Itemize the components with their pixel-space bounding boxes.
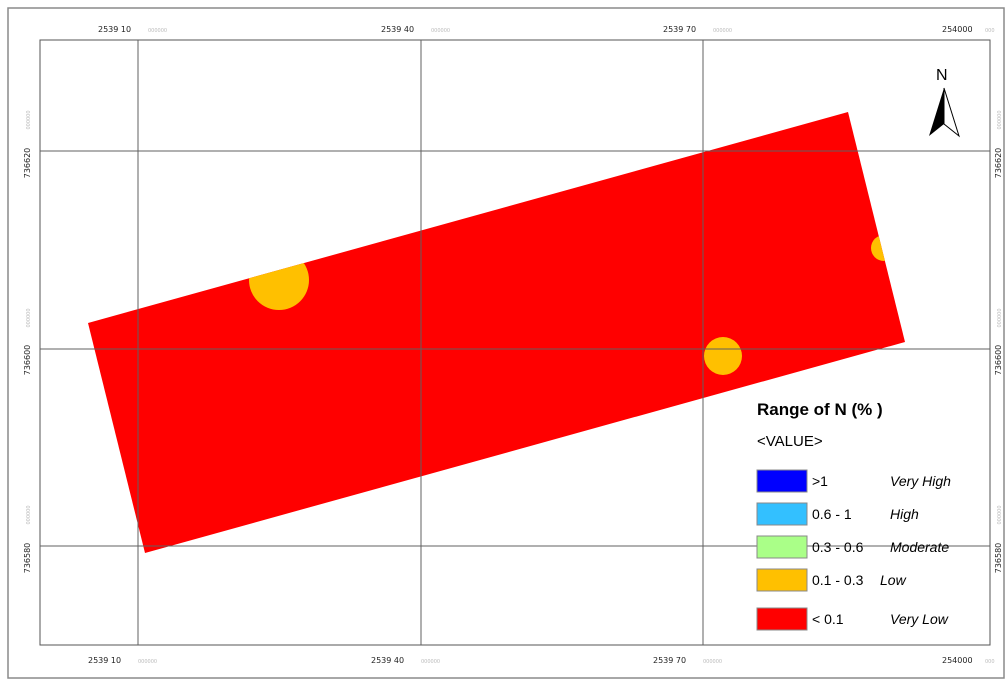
legend-range: 0.3 - 0.6 xyxy=(812,539,864,555)
legend-swatch xyxy=(756,535,808,559)
legend-swatch xyxy=(756,607,808,631)
grid-label-left: 736620 xyxy=(23,148,32,179)
grid-label-right: 736580 xyxy=(994,543,1003,574)
grid-label-left-faint: 000000 xyxy=(26,308,32,327)
grid-label-top: 2539 70 xyxy=(663,25,696,34)
legend-title: Range of N (% ) xyxy=(757,400,883,419)
grid-label-top-faint: 000000 xyxy=(148,28,167,34)
grid-label-left: 736580 xyxy=(23,543,32,574)
grid-label-top: 254000 xyxy=(942,25,973,34)
grid-label-left: 736600 xyxy=(23,345,32,376)
grid-label-bottom-faint: 000000 xyxy=(138,659,157,665)
legend-range: < 0.1 xyxy=(812,611,844,627)
low-value-spot xyxy=(704,337,742,375)
legend-subtitle: <VALUE> xyxy=(757,433,823,450)
legend-range: 0.1 - 0.3 xyxy=(812,572,864,588)
grid-label-right-faint: 000000 xyxy=(997,505,1003,524)
legend-class: Very High xyxy=(890,473,951,489)
north-letter: N xyxy=(936,67,948,84)
legend: Range of N (% ) <VALUE> >1 Very High 0.6… xyxy=(756,400,951,631)
grid-label-right-faint: 000000 xyxy=(997,110,1003,129)
grid-label-bottom: 2539 40 xyxy=(371,656,404,665)
grid-label-left-faint: 000000 xyxy=(26,110,32,129)
north-arrow-icon-right xyxy=(943,87,960,138)
graticule xyxy=(40,40,990,645)
legend-swatch xyxy=(756,469,808,493)
grid-label-bottom: 2539 10 xyxy=(88,656,121,665)
grid-label-right-faint: 000000 xyxy=(997,308,1003,327)
grid-label-top: 2539 10 xyxy=(98,25,131,34)
legend-swatch xyxy=(756,568,808,592)
grid-label-top-faint: 000000 xyxy=(713,28,732,34)
legend-class: High xyxy=(890,506,919,522)
field-polygon xyxy=(88,112,905,553)
legend-range: >1 xyxy=(812,473,828,489)
grid-label-top-faint: 000000 xyxy=(431,28,450,34)
legend-class: Moderate xyxy=(890,539,949,555)
legend-class: Very Low xyxy=(890,611,949,627)
grid-label-top: 2539 40 xyxy=(381,25,414,34)
grid-label-bottom: 254000 xyxy=(942,656,973,665)
grid-label-bottom-faint: 000000 xyxy=(703,659,722,665)
grid-label-right: 736600 xyxy=(994,345,1003,376)
legend-range: 0.6 - 1 xyxy=(812,506,852,522)
legend-swatch xyxy=(756,502,808,526)
grid-label-left-faint: 000000 xyxy=(26,505,32,524)
grid-label-bottom-faint: 000000 xyxy=(421,659,440,665)
north-arrow-icon xyxy=(929,88,944,136)
grid-label-right: 736620 xyxy=(994,148,1003,179)
grid-label-bottom-faint: 000 xyxy=(985,659,995,665)
grid-label-top-faint: 000 xyxy=(985,28,995,34)
north-arrow: N xyxy=(929,67,960,138)
legend-class: Low xyxy=(880,572,907,588)
grid-label-bottom: 2539 70 xyxy=(653,656,686,665)
